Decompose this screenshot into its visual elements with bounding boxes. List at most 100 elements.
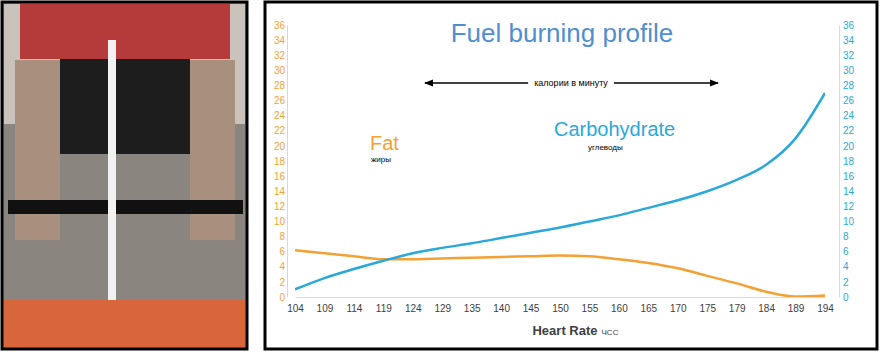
tick-label: 0	[843, 292, 849, 303]
tick: 194	[817, 297, 834, 314]
photo-panel	[2, 2, 247, 349]
tick: 10	[839, 216, 855, 227]
tick: 124	[405, 297, 422, 314]
tick-label: 184	[758, 303, 775, 314]
tick-label: 114	[346, 303, 362, 314]
tick-label: 28	[843, 80, 855, 91]
tick-label: 129	[434, 303, 451, 314]
tick: 14	[839, 186, 855, 197]
tick: 179	[729, 297, 746, 314]
tick: 14	[274, 186, 287, 197]
tick: 32	[274, 50, 287, 61]
tick: 22	[274, 125, 287, 136]
tick: 6	[279, 246, 287, 257]
tick: 8	[279, 231, 287, 242]
tick-label: 140	[493, 303, 510, 314]
chart-svg: 0246810121416182022242628303234360246810…	[0, 0, 880, 352]
tick-label: 8	[843, 231, 849, 242]
tick: 184	[758, 297, 775, 314]
tick: 28	[839, 80, 855, 91]
series-line	[295, 250, 825, 296]
tick: 18	[274, 156, 287, 167]
legend-label: Fat	[370, 132, 399, 154]
tick: 145	[523, 297, 540, 314]
tick: 32	[839, 50, 855, 61]
tick-label: 22	[843, 125, 855, 136]
tick-label: 145	[523, 303, 540, 314]
tick: 30	[839, 65, 855, 76]
tick-label: 36	[274, 20, 286, 31]
y2-axis: 024681012141618202224262830323436	[839, 20, 855, 303]
tick: 135	[464, 297, 481, 314]
tick-label: 2	[279, 277, 285, 288]
tick: 150	[552, 297, 569, 314]
tick: 170	[670, 297, 687, 314]
tick: 20	[274, 141, 287, 152]
chart-frame	[265, 2, 877, 349]
chart-container: 0246810121416182022242628303234360246810…	[0, 0, 880, 352]
tick-label: 30	[843, 65, 855, 76]
tick: 8	[839, 231, 849, 242]
tick: 6	[839, 246, 849, 257]
legend-label: Carbohydrate	[554, 118, 675, 140]
tick: 10	[274, 216, 287, 227]
chart-title: Fuel burning profile	[451, 18, 674, 48]
tick-label: 0	[279, 292, 285, 303]
tick: 30	[274, 65, 287, 76]
tick-label: 4	[279, 261, 285, 272]
tick: 34	[839, 35, 855, 46]
tick-label: 32	[274, 50, 286, 61]
annotation-arrow	[614, 82, 718, 83]
series-line	[295, 93, 825, 289]
tick-label: 26	[843, 95, 855, 106]
tick: 36	[274, 20, 287, 31]
tick-label: 20	[274, 141, 286, 152]
tick-label: 6	[279, 246, 285, 257]
axis-line	[287, 26, 288, 298]
tick: 160	[611, 297, 628, 314]
tick-label: 12	[274, 201, 286, 212]
photo-shorts	[60, 59, 190, 154]
tick: 20	[839, 141, 855, 152]
tick: 119	[376, 297, 392, 314]
tick-label: 179	[729, 303, 746, 314]
y-axis: 024681012141618202224262830323436	[274, 20, 288, 303]
tick: 4	[839, 261, 849, 272]
tick-label: 4	[843, 261, 849, 272]
tick-label: 24	[274, 110, 286, 121]
tick: 0	[839, 292, 849, 303]
tick-label: 18	[274, 156, 286, 167]
tick-label: 36	[843, 20, 855, 31]
tick: 28	[274, 80, 287, 91]
tick-label: 2	[843, 277, 849, 288]
tick-label: 6	[843, 246, 849, 257]
x-axis-title: Heart Rate	[532, 323, 597, 338]
tick: 104	[287, 297, 304, 314]
tick-label: 10	[274, 216, 286, 227]
tick: 16	[274, 171, 287, 182]
tick-label: 194	[817, 303, 834, 314]
annotation: калории в минуту	[534, 78, 608, 88]
tick-label: 14	[843, 186, 855, 197]
tick: 175	[699, 297, 716, 314]
tick-label: 18	[843, 156, 855, 167]
tick: 18	[839, 156, 855, 167]
tick-label: 119	[376, 303, 392, 314]
tick-label: 109	[317, 303, 334, 314]
plot-area	[295, 93, 825, 297]
photo-floor	[4, 300, 245, 347]
tick: 129	[434, 297, 451, 314]
tick: 0	[279, 292, 287, 303]
annotation: ЧСС	[602, 328, 619, 337]
tick-label: 160	[611, 303, 628, 314]
axis-line	[839, 26, 840, 298]
tick-label: 32	[843, 50, 855, 61]
tick: 2	[839, 277, 849, 288]
tick-label: 12	[843, 201, 855, 212]
axis-line	[296, 297, 826, 298]
tick: 26	[839, 95, 855, 106]
tick-label: 8	[279, 231, 285, 242]
tick-label: 165	[640, 303, 657, 314]
tick: 155	[582, 297, 599, 314]
tick: 16	[839, 171, 855, 182]
